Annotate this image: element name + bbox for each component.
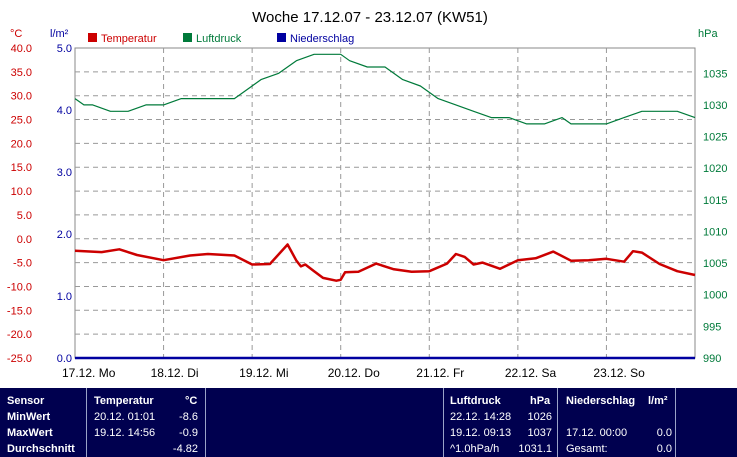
- pressure-tick-label: 1030: [703, 100, 727, 112]
- min-pressure-time: 22.12. 14:28: [450, 411, 512, 423]
- table-divider: [557, 388, 558, 457]
- max-pressure-time: 19.12. 09:13: [450, 427, 512, 439]
- pressure-trend: ^1.0hPa/h: [450, 443, 500, 455]
- x-tick-label: 22.12. Sa: [505, 366, 557, 380]
- legend-label-temperatur: Temperatur: [101, 33, 157, 45]
- row-label-max: MaxWert: [7, 427, 53, 439]
- x-axis: 17.12. Mo 18.12. Di 19.12. Mi 20.12. Do 21.1…: [62, 366, 645, 380]
- header-luftdruck: Luftdruck: [450, 395, 501, 407]
- table-divider: [86, 388, 87, 457]
- legend: Temperatur Luftdruck Niederschlag: [88, 33, 354, 45]
- pressure-tick-label: 1005: [703, 258, 727, 270]
- rain-total-value: 0.0: [656, 443, 672, 455]
- min-temp-value: -8.6: [179, 411, 198, 423]
- temp-tick-label: 15.0: [11, 162, 32, 174]
- pressure-tick-label: 1020: [703, 163, 727, 175]
- max-temp-value: -0.9: [179, 427, 198, 439]
- header-niederschlag: Niederschlag: [566, 395, 636, 407]
- legend-swatch-niederschlag: [277, 33, 286, 42]
- weekly-weather-chart: Woche 17.12.07 - 23.12.07 (KW51) °C l/m²…: [7, 9, 728, 380]
- x-tick-label: 18.12. Di: [151, 366, 199, 380]
- pressure-tick-label: 1025: [703, 132, 727, 144]
- series-lines: [74, 53, 696, 360]
- temp-tick-label: 10.0: [11, 186, 32, 198]
- rain-axis: 5.0 4.0 3.0 2.0 1.0 0.0: [57, 43, 72, 365]
- x-tick-label: 21.12. Fr: [416, 366, 464, 380]
- temp-tick-label: 5.0: [17, 210, 32, 222]
- x-tick-label: 19.12. Mi: [239, 366, 288, 380]
- temp-tick-label: 20.0: [11, 138, 32, 150]
- row-label-avg: Durchschnitt: [7, 443, 75, 455]
- temp-tick-label: -10.0: [7, 281, 32, 293]
- statistics-table: Sensor Temperatur °C Luftdruck hPa Niede…: [0, 388, 737, 457]
- temp-tick-label: -15.0: [7, 305, 32, 317]
- temp-tick-label: 25.0: [11, 115, 32, 127]
- rain-tick-label: 0.0: [57, 353, 72, 365]
- row-label-min: MinWert: [7, 411, 51, 423]
- table-divider: [675, 388, 676, 457]
- max-rain-time: 17.12. 00:00: [566, 427, 628, 439]
- temp-tick-label: -25.0: [7, 353, 32, 365]
- rain-tick-label: 3.0: [57, 167, 72, 179]
- max-pressure-value: 1037: [527, 427, 552, 439]
- rain-tick-label: 5.0: [57, 43, 72, 55]
- min-temp-time: 20.12. 01:01: [94, 411, 156, 423]
- temp-tick-label: 30.0: [11, 91, 32, 103]
- temp-tick-label: 40.0: [11, 43, 32, 55]
- legend-label-luftdruck: Luftdruck: [196, 33, 242, 45]
- temp-unit-label: °C: [10, 28, 22, 40]
- legend-swatch-luftdruck: [183, 33, 192, 42]
- max-temp-time: 19.12. 14:56: [94, 427, 156, 439]
- table-divider: [205, 388, 206, 457]
- series-line-luftdruck: [74, 53, 696, 125]
- chart-title: Woche 17.12.07 - 23.12.07 (KW51): [252, 9, 488, 26]
- pressure-unit-label: hPa: [698, 28, 718, 40]
- pressure-tick-label: 1015: [703, 195, 727, 207]
- max-rain-value: 0.0: [656, 427, 672, 439]
- rain-tick-label: 2.0: [57, 229, 72, 241]
- legend-label-niederschlag: Niederschlag: [290, 33, 354, 45]
- x-tick-label: 23.12. So: [593, 366, 645, 380]
- header-temperatur: Temperatur: [94, 395, 154, 407]
- pressure-tick-label: 995: [703, 321, 721, 333]
- avg-temp-value: -4.82: [172, 443, 198, 455]
- pressure-tick-label: 1010: [703, 226, 727, 238]
- temp-tick-label: 0.0: [17, 234, 32, 246]
- pressure-tick-label: 1035: [703, 68, 727, 80]
- header-rain-unit: l/m²: [648, 395, 668, 407]
- header-pressure-unit: hPa: [530, 395, 551, 407]
- rain-total-label: Gesamt:: [566, 443, 608, 455]
- rain-tick-label: 1.0: [57, 291, 72, 303]
- series-line-temperatur: [74, 243, 696, 282]
- header-temp-unit: °C: [185, 395, 198, 407]
- pressure-axis: 1035 1030 1025 1020 1015 1010 1005 1000 995 990: [703, 68, 727, 365]
- temperature-axis: 40.0 35.0 30.0 25.0 20.0 15.0 10.0 5.0 0.0 -5.0 -1…: [7, 43, 32, 365]
- legend-swatch-temperatur: [88, 33, 97, 42]
- plot-area: [74, 47, 696, 359]
- avg-pressure-value: 1031.1: [518, 443, 552, 455]
- x-tick-label: 20.12. Do: [328, 366, 380, 380]
- min-pressure-value: 1026: [527, 411, 552, 423]
- pressure-tick-label: 1000: [703, 290, 727, 302]
- table-divider: [443, 388, 444, 457]
- rain-tick-label: 4.0: [57, 105, 72, 117]
- x-tick-label: 17.12. Mo: [62, 366, 116, 380]
- rain-unit-label: l/m²: [50, 28, 69, 40]
- pressure-tick-label: 990: [703, 353, 721, 365]
- temp-tick-label: -5.0: [13, 258, 32, 270]
- temp-tick-label: -20.0: [7, 329, 32, 341]
- header-sensor: Sensor: [7, 395, 45, 407]
- gridlines: [75, 48, 695, 358]
- temp-tick-label: 35.0: [11, 67, 32, 79]
